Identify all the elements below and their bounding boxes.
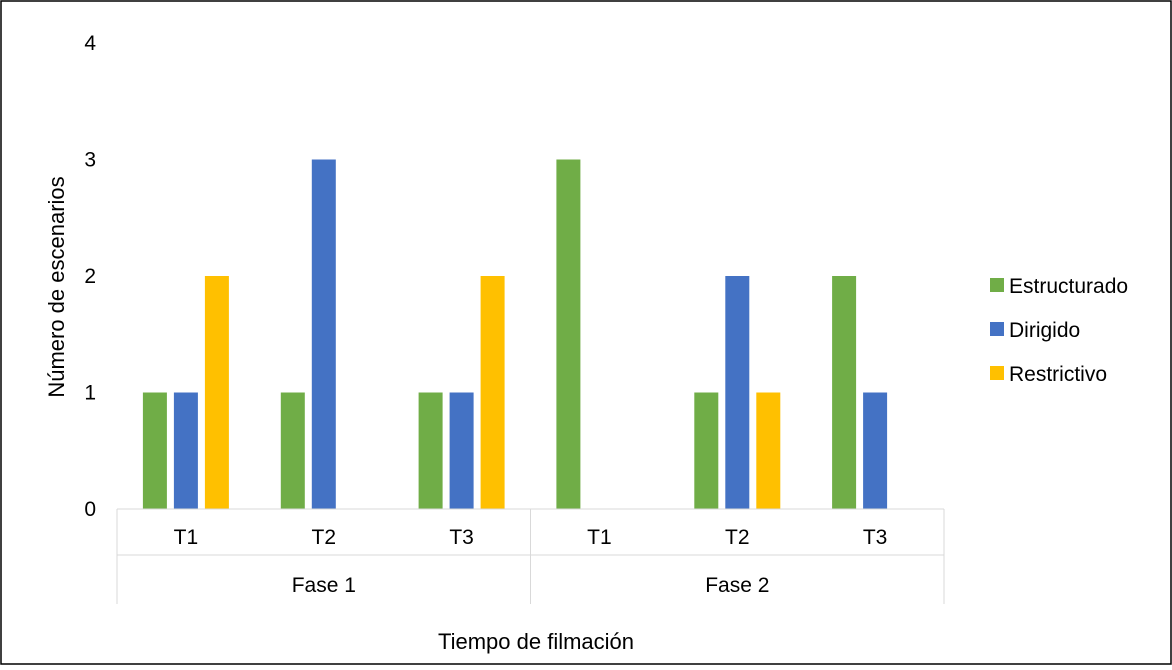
y-tick-label-0: 0 — [84, 498, 96, 521]
legend-label-dirigido: Dirigido — [1009, 319, 1080, 342]
legend-label-restrictivo: Restrictivo — [1009, 363, 1107, 386]
x-category-label: T1 — [587, 526, 612, 549]
x-category-label: T2 — [725, 526, 750, 549]
bar-restrictivo-fase-1-t1 — [204, 276, 229, 509]
axis-layer: 0 1 2 3 4 T1 T2 T3 T1 T2 T3 Fase 1 Fase 2 — [84, 32, 945, 604]
bar-dirigido-fase-1-t3 — [449, 392, 474, 509]
x-group-label: Fase 1 — [292, 574, 356, 597]
y-tick-label-2: 2 — [84, 265, 96, 288]
bar-dirigido-fase-1-t1 — [173, 392, 198, 509]
y-axis-title: Número de escenarios — [44, 176, 69, 397]
x-category-label: T3 — [863, 526, 888, 549]
legend-swatch-estructurado — [990, 278, 1004, 292]
bar-estructurado-fase-1-t3 — [418, 392, 443, 509]
bar-estructurado-fase-1-t1 — [142, 392, 167, 509]
legend-swatch-dirigido — [990, 322, 1004, 336]
bar-estructurado-fase-2-t3 — [832, 276, 857, 509]
bar-restrictivo-fase-2-t2 — [756, 392, 781, 509]
x-category-label: T3 — [449, 526, 474, 549]
y-tick-label-3: 3 — [84, 149, 96, 172]
bar-estructurado-fase-2-t1 — [556, 159, 581, 509]
y-tick-label-4: 4 — [84, 32, 96, 55]
bar-dirigido-fase-2-t3 — [863, 392, 888, 509]
x-axis-title: Tiempo de filmación — [438, 629, 634, 654]
bar-dirigido-fase-1-t2 — [311, 159, 336, 509]
x-category-label: T1 — [174, 526, 199, 549]
bar-restrictivo-fase-1-t3 — [480, 276, 505, 509]
legend: Estructurado Dirigido Restrictivo — [990, 275, 1128, 386]
x-group-label: Fase 2 — [705, 574, 769, 597]
bars-layer — [142, 159, 888, 509]
x-category-label: T2 — [312, 526, 337, 549]
bar-estructurado-fase-1-t2 — [280, 392, 305, 509]
legend-label-estructurado: Estructurado — [1009, 275, 1128, 298]
bar-estructurado-fase-2-t2 — [694, 392, 719, 509]
bar-dirigido-fase-2-t2 — [725, 276, 750, 509]
legend-swatch-restrictivo — [990, 366, 1004, 380]
y-tick-label-1: 1 — [84, 382, 96, 405]
